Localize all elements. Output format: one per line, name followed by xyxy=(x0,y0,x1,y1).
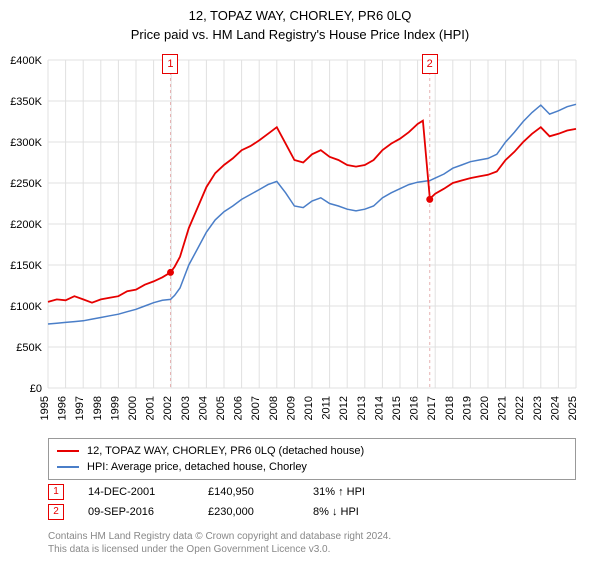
transaction-row: 2 09-SEP-2016 £230,000 8% ↓ HPI xyxy=(48,502,576,522)
svg-text:2014: 2014 xyxy=(373,396,385,420)
svg-text:2002: 2002 xyxy=(162,396,174,420)
svg-text:£0: £0 xyxy=(30,383,42,395)
title-main: 12, TOPAZ WAY, CHORLEY, PR6 0LQ xyxy=(0,8,600,23)
title-sub: Price paid vs. HM Land Registry's House … xyxy=(0,27,600,42)
transaction-pct: 8% ↓ HPI xyxy=(313,506,423,518)
transaction-marker-1: 1 xyxy=(162,54,178,74)
svg-text:2018: 2018 xyxy=(444,396,456,420)
svg-text:£350K: £350K xyxy=(10,96,42,108)
svg-text:£300K: £300K xyxy=(10,137,42,149)
svg-text:2001: 2001 xyxy=(145,396,157,420)
chart-container: 12, TOPAZ WAY, CHORLEY, PR6 0LQ Price pa… xyxy=(0,8,600,568)
transaction-row: 1 14-DEC-2001 £140,950 31% ↑ HPI xyxy=(48,482,576,502)
legend-item: HPI: Average price, detached house, Chor… xyxy=(57,459,567,475)
svg-text:£100K: £100K xyxy=(10,301,42,313)
transaction-pct: 31% ↑ HPI xyxy=(313,486,423,498)
svg-text:1998: 1998 xyxy=(92,396,104,420)
svg-text:2009: 2009 xyxy=(285,396,297,420)
svg-text:2016: 2016 xyxy=(409,396,421,420)
transaction-marker-small: 1 xyxy=(48,484,64,500)
transaction-date: 09-SEP-2016 xyxy=(88,506,198,518)
transaction-marker-small: 2 xyxy=(48,504,64,520)
transactions: 1 14-DEC-2001 £140,950 31% ↑ HPI 2 09-SE… xyxy=(48,482,576,522)
transaction-date: 14-DEC-2001 xyxy=(88,486,198,498)
chart-area: £0£50K£100K£150K£200K£250K£300K£350K£400… xyxy=(48,60,576,388)
footer-line2: This data is licensed under the Open Gov… xyxy=(48,543,391,556)
svg-text:2012: 2012 xyxy=(338,396,350,420)
svg-text:2003: 2003 xyxy=(180,396,192,420)
svg-text:2007: 2007 xyxy=(250,396,262,420)
svg-text:2017: 2017 xyxy=(426,396,438,420)
svg-text:2020: 2020 xyxy=(479,396,491,420)
svg-text:2011: 2011 xyxy=(321,396,333,420)
transaction-marker-2: 2 xyxy=(422,54,438,74)
svg-text:2005: 2005 xyxy=(215,396,227,420)
svg-text:2025: 2025 xyxy=(567,396,579,420)
transaction-price: £230,000 xyxy=(208,506,303,518)
svg-text:1997: 1997 xyxy=(74,396,86,420)
footer: Contains HM Land Registry data © Crown c… xyxy=(48,530,391,556)
legend: 12, TOPAZ WAY, CHORLEY, PR6 0LQ (detache… xyxy=(48,438,576,480)
svg-text:1996: 1996 xyxy=(57,396,69,420)
svg-text:£150K: £150K xyxy=(10,260,42,272)
svg-text:2019: 2019 xyxy=(461,396,473,420)
legend-label: HPI: Average price, detached house, Chor… xyxy=(87,461,307,473)
svg-text:1995: 1995 xyxy=(39,396,51,420)
footer-line1: Contains HM Land Registry data © Crown c… xyxy=(48,530,391,543)
legend-swatch xyxy=(57,450,79,452)
svg-text:2004: 2004 xyxy=(197,396,209,420)
legend-swatch xyxy=(57,466,79,468)
svg-text:2010: 2010 xyxy=(303,396,315,420)
legend-item: 12, TOPAZ WAY, CHORLEY, PR6 0LQ (detache… xyxy=(57,443,567,459)
svg-text:2023: 2023 xyxy=(532,396,544,420)
svg-text:2024: 2024 xyxy=(549,396,561,420)
legend-label: 12, TOPAZ WAY, CHORLEY, PR6 0LQ (detache… xyxy=(87,445,364,457)
svg-text:2008: 2008 xyxy=(268,396,280,420)
svg-text:1999: 1999 xyxy=(109,396,121,420)
svg-text:2006: 2006 xyxy=(233,396,245,420)
svg-text:2021: 2021 xyxy=(497,396,509,420)
svg-text:2022: 2022 xyxy=(514,396,526,420)
svg-text:2000: 2000 xyxy=(127,396,139,420)
svg-text:2013: 2013 xyxy=(356,396,368,420)
svg-text:2015: 2015 xyxy=(391,396,403,420)
svg-text:£250K: £250K xyxy=(10,178,42,190)
transaction-price: £140,950 xyxy=(208,486,303,498)
svg-text:£50K: £50K xyxy=(16,342,42,354)
svg-text:£400K: £400K xyxy=(10,55,42,67)
svg-text:£200K: £200K xyxy=(10,219,42,231)
